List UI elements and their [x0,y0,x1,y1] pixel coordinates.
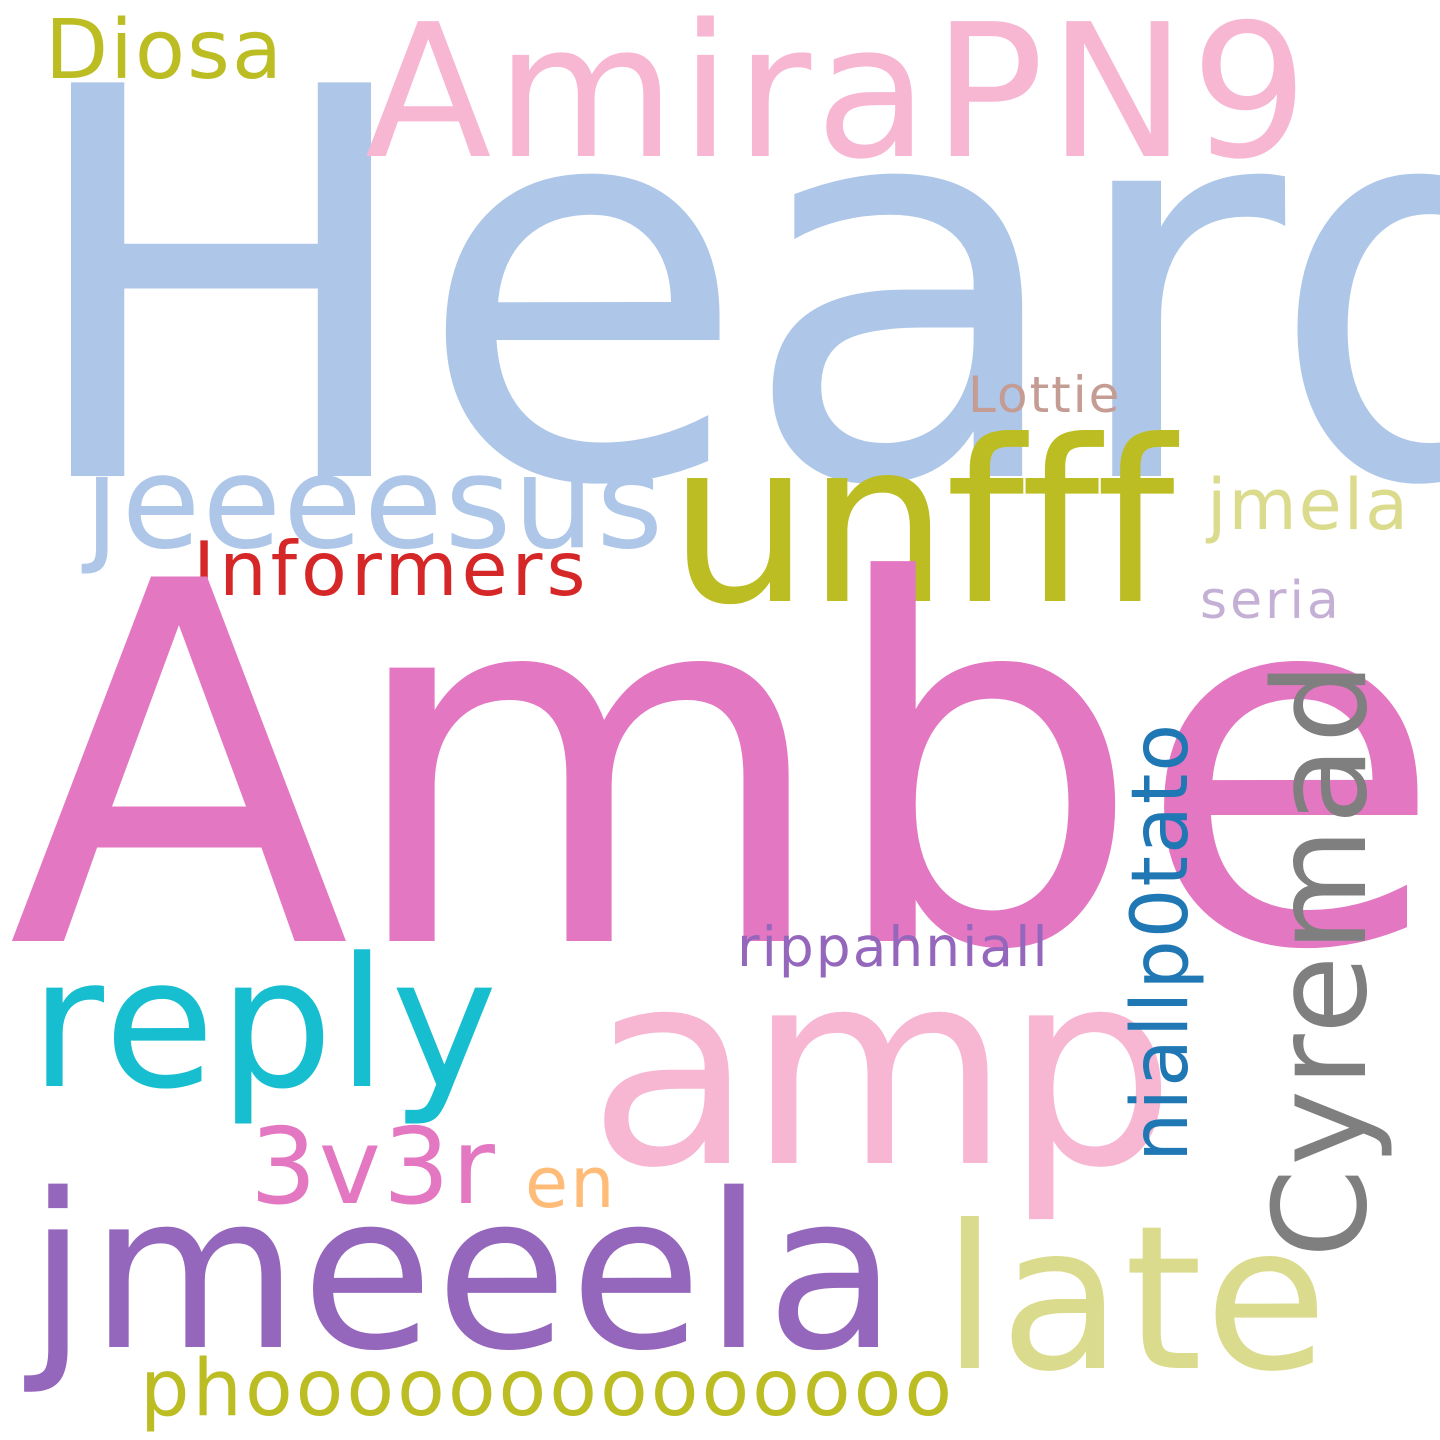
word-diosa: Diosa [45,10,284,92]
word-niallp0tato: niallp0tato [1122,722,1200,1162]
word-reply: reply [30,935,502,1115]
word-amirapn9: AmiraPN9 [365,0,1312,185]
word-cyremad: Cyremad [1258,659,1386,1258]
word-phoooooooooooooo: phoooooooooooooo [140,1350,955,1428]
